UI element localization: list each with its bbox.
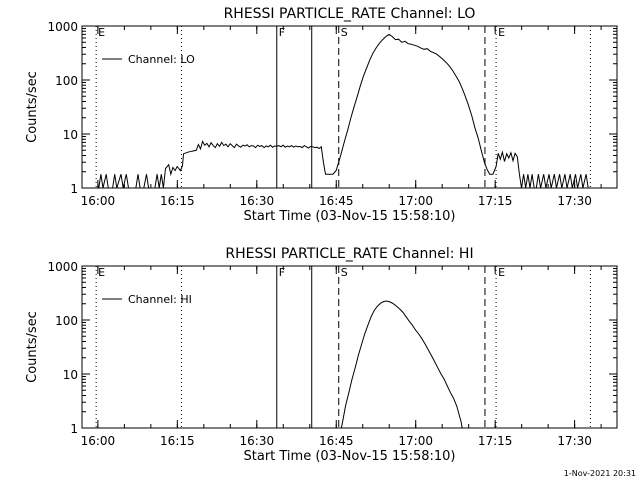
x-axis-label: Start Time (03-Nov-15 15:58:10) (244, 449, 456, 464)
event-marker-label: S (341, 26, 348, 39)
x-tick-label: 16:30 (240, 194, 275, 208)
event-marker-label: E (98, 26, 105, 39)
y-tick-label: 1 (70, 182, 78, 196)
chart-title: RHESSI PARTICLE_RATE Channel: HI (225, 246, 473, 262)
y-tick-label: 1 (70, 422, 78, 436)
chart-title: RHESSI PARTICLE_RATE Channel: LO (224, 6, 476, 22)
x-tick-label: 16:30 (240, 434, 275, 448)
plot-frame (81, 265, 618, 429)
x-tick-label: 16:15 (160, 434, 195, 448)
plot-frame (81, 25, 618, 189)
x-tick-label: 16:00 (81, 194, 116, 208)
event-marker-label: E (498, 26, 505, 39)
legend-label: Channel: LO (128, 53, 195, 66)
x-tick-label: 16:45 (319, 194, 354, 208)
x-axis-label: Start Time (03-Nov-15 15:58:10) (244, 209, 456, 224)
event-marker-label: F (279, 26, 285, 39)
data-series-line (98, 33, 589, 189)
y-axis-label: Counts/sec (25, 71, 40, 143)
y-tick-label: 1000 (47, 260, 78, 274)
event-marker-label: E (98, 266, 105, 279)
x-tick-label: 17:30 (557, 194, 592, 208)
y-axis-label: Counts/sec (25, 311, 40, 383)
x-tick-label: 17:00 (398, 194, 433, 208)
y-tick-label: 10 (63, 128, 78, 142)
x-tick-label: 17:15 (478, 194, 513, 208)
data-series-line (340, 300, 463, 429)
x-tick-label: 16:00 (81, 434, 116, 448)
y-tick-label: 1000 (47, 20, 78, 34)
event-marker-label: S (341, 266, 348, 279)
x-tick-label: 17:15 (478, 434, 513, 448)
event-marker-label: F (279, 266, 285, 279)
x-tick-label: 17:00 (398, 434, 433, 448)
x-tick-label: 17:30 (557, 434, 592, 448)
chart-panel-1: RHESSI PARTICLE_RATE Channel: LO 16:00 16:… (25, 6, 618, 224)
y-tick-label: 100 (55, 314, 78, 328)
plot-timestamp: 1-Nov-2021 20:31 (563, 469, 636, 478)
event-marker-label: E (498, 266, 505, 279)
x-tick-label: 16:15 (160, 194, 195, 208)
y-tick-label: 10 (63, 368, 78, 382)
y-tick-label: 100 (55, 74, 78, 88)
legend-label: Channel: HI (128, 293, 192, 306)
x-tick-label: 16:45 (319, 434, 354, 448)
chart-panel-2: RHESSI PARTICLE_RATE Channel: HI 16:00 16:… (25, 246, 618, 464)
